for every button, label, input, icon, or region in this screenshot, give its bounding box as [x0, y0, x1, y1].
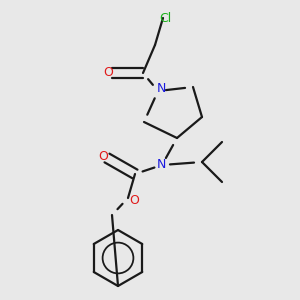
Text: O: O — [98, 149, 108, 163]
Text: N: N — [156, 158, 166, 172]
Text: Cl: Cl — [159, 11, 171, 25]
Text: N: N — [156, 82, 166, 95]
Text: O: O — [103, 67, 113, 80]
Text: O: O — [129, 194, 139, 206]
